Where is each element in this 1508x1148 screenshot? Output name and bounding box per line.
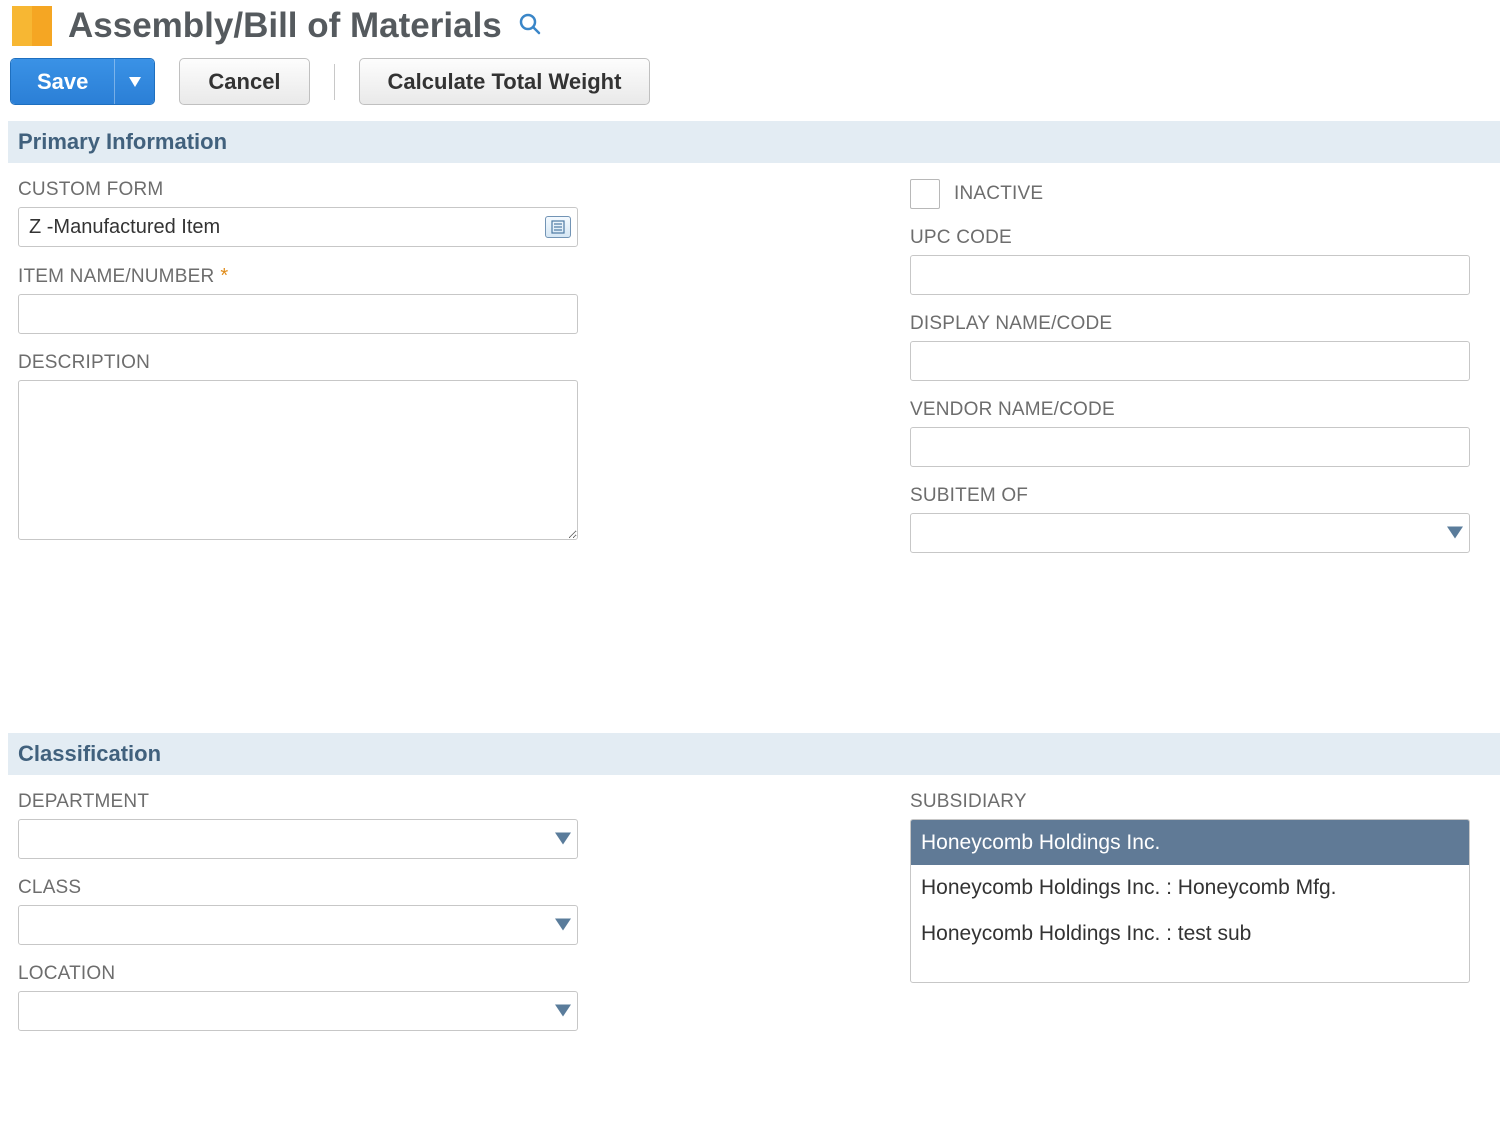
item-number-field: ITEM NAME/NUMBER* — [18, 265, 618, 334]
subsidiary-label: SUBSIDIARY — [910, 791, 1490, 813]
required-asterisk: * — [220, 265, 228, 287]
classification-form: DEPARTMENT CLASS LOCATION — [8, 775, 1500, 1059]
upc-code-input[interactable] — [910, 255, 1470, 295]
custom-form-select[interactable]: Z -Manufactured Item — [18, 207, 578, 247]
location-select[interactable] — [18, 991, 578, 1031]
calculate-total-weight-button[interactable]: Calculate Total Weight — [359, 58, 651, 105]
custom-form-field: CUSTOM FORM Z -Manufactured Item — [18, 179, 618, 247]
cancel-button[interactable]: Cancel — [179, 58, 309, 105]
department-label: DEPARTMENT — [18, 791, 618, 813]
vendor-name-label: VENDOR NAME/CODE — [910, 399, 1490, 421]
location-field: LOCATION — [18, 963, 618, 1031]
page-title: Assembly/Bill of Materials — [68, 7, 502, 46]
record-type-icon — [12, 6, 52, 46]
department-field: DEPARTMENT — [18, 791, 618, 859]
display-name-input[interactable] — [910, 341, 1470, 381]
save-split-button: Save — [10, 58, 155, 105]
description-label: DESCRIPTION — [18, 352, 618, 374]
chevron-down-icon — [555, 1000, 571, 1023]
custom-form-label: CUSTOM FORM — [18, 179, 618, 201]
subsidiary-field: SUBSIDIARY Honeycomb Holdings Inc.Honeyc… — [910, 791, 1490, 983]
subsidiary-option[interactable]: Honeycomb Holdings Inc. — [911, 820, 1469, 865]
inactive-checkbox[interactable] — [910, 179, 940, 209]
class-label: CLASS — [18, 877, 618, 899]
description-textarea[interactable] — [18, 380, 578, 540]
subitem-of-select[interactable] — [910, 513, 1470, 553]
action-toolbar: Save Cancel Calculate Total Weight — [8, 50, 1500, 119]
section-header-classification: Classification — [8, 733, 1500, 775]
save-button[interactable]: Save — [11, 59, 114, 104]
upc-code-field: UPC CODE — [910, 227, 1490, 295]
subsidiary-option[interactable]: Honeycomb Holdings Inc. : test sub — [911, 911, 1469, 956]
display-name-field: DISPLAY NAME/CODE — [910, 313, 1490, 381]
vendor-name-input[interactable] — [910, 427, 1470, 467]
item-number-input[interactable] — [18, 294, 578, 334]
class-field: CLASS — [18, 877, 618, 945]
subsidiary-option[interactable]: Honeycomb Holdings Inc. : Honeycomb Mfg. — [911, 865, 1469, 910]
subsidiary-listbox[interactable]: Honeycomb Holdings Inc.Honeycomb Holding… — [910, 819, 1470, 983]
upc-code-label: UPC CODE — [910, 227, 1490, 249]
display-name-label: DISPLAY NAME/CODE — [910, 313, 1490, 335]
inactive-field: INACTIVE — [910, 179, 1490, 209]
location-label: LOCATION — [18, 963, 618, 985]
chevron-down-icon — [555, 828, 571, 851]
vendor-name-field: VENDOR NAME/CODE — [910, 399, 1490, 467]
save-dropdown-caret[interactable] — [114, 59, 154, 104]
department-select[interactable] — [18, 819, 578, 859]
section-header-primary-info: Primary Information — [8, 121, 1500, 163]
search-icon[interactable] — [518, 12, 542, 40]
chevron-down-icon — [555, 914, 571, 937]
primary-info-form: CUSTOM FORM Z -Manufactured Item ITEM NA… — [8, 163, 1500, 581]
subitem-of-label: SUBITEM OF — [910, 485, 1490, 507]
description-field: DESCRIPTION — [18, 352, 618, 544]
class-select[interactable] — [18, 905, 578, 945]
page-header: Assembly/Bill of Materials — [8, 0, 1500, 50]
inactive-label: INACTIVE — [954, 183, 1043, 205]
list-lookup-icon[interactable] — [545, 216, 571, 238]
item-number-label: ITEM NAME/NUMBER* — [18, 265, 618, 288]
custom-form-value: Z -Manufactured Item — [29, 216, 220, 239]
toolbar-separator — [334, 64, 335, 100]
subitem-of-field: SUBITEM OF — [910, 485, 1490, 553]
chevron-down-icon — [1447, 522, 1463, 545]
